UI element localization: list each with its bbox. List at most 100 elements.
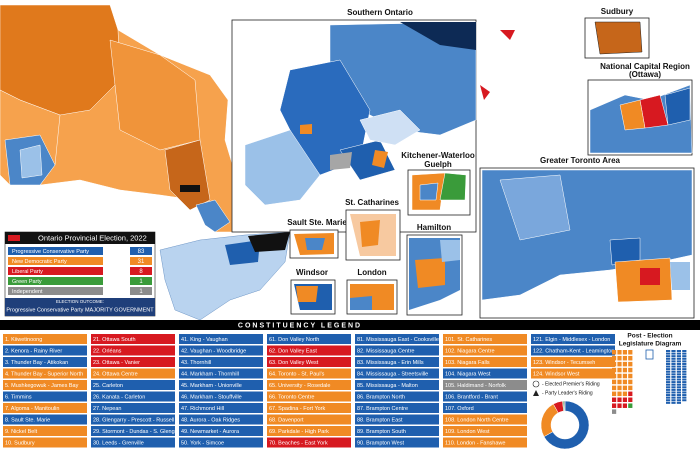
riding-row: [179, 368, 263, 379]
riding-row: [179, 357, 263, 367]
seat: [622, 391, 627, 397]
riding-name: 124. Windsor West: [533, 371, 580, 377]
riding-row: [355, 334, 439, 344]
seat: [612, 373, 617, 379]
seat: [666, 396, 671, 399]
seat: [682, 399, 687, 402]
riding-name: 82. Mississauga Centre: [357, 348, 414, 354]
riding-row: [3, 380, 87, 390]
inset-title: London: [357, 268, 386, 277]
seat: [676, 391, 681, 394]
riding-name: 22. Orléans: [93, 348, 122, 354]
riding-name: 69. Parkdale - High Park: [269, 429, 329, 435]
riding-name: 108. London North Centre: [445, 417, 509, 423]
riding-row: [355, 414, 439, 425]
riding-name: 121. Elgin - Middlesex - London: [533, 337, 610, 343]
riding-name: 23. Ottawa - Vanier: [93, 360, 140, 366]
diagram-subtitle: Legislature Diagram: [619, 341, 682, 348]
premier-riding: - Elected Premier's Riding: [542, 381, 600, 387]
seat: [676, 365, 681, 368]
riding-row: [179, 437, 263, 448]
riding-row: [355, 380, 439, 390]
riding-name: 9. Nickel Belt: [5, 429, 38, 435]
seat: [617, 379, 622, 385]
seat: [622, 367, 627, 373]
seat: [676, 394, 681, 397]
seat: [671, 360, 676, 363]
seat: [682, 391, 687, 394]
seat: [676, 399, 681, 402]
riding-name: 29. Stormont - Dundas - S. Glengarry: [93, 429, 184, 435]
seat: [676, 375, 681, 378]
seat: [671, 394, 676, 397]
seat-donut: [540, 400, 590, 450]
party-seats: 83: [138, 249, 145, 255]
riding-name: 28. Glengarry - Prescott - Russell: [93, 417, 174, 423]
seat: [671, 373, 676, 376]
seat: [622, 397, 627, 403]
seat: [666, 365, 671, 368]
seat: [628, 403, 633, 408]
party-name: Progressive Conservative Party: [12, 249, 89, 255]
seat: [676, 381, 681, 384]
riding-row: [355, 345, 439, 356]
riding-row: [531, 357, 615, 367]
inset-title: National Capital Region: [600, 62, 690, 71]
seat: [622, 350, 627, 355]
riding-row: [91, 437, 175, 448]
seat: [617, 355, 622, 361]
riding-name: 89. Brampton South: [357, 429, 406, 435]
riding-name: 63. Don Valley West: [269, 360, 319, 366]
seat: [682, 378, 687, 381]
riding-name: 44. Markham - Thornhill: [181, 371, 239, 377]
inset-subtitle: (Ottawa): [629, 70, 661, 79]
seat-box: [130, 277, 152, 285]
seat: [682, 360, 687, 363]
seat: [612, 409, 617, 414]
party-swatch: [8, 287, 103, 295]
seat: [671, 350, 676, 352]
riding-name: 41. King - Vaughan: [181, 337, 228, 343]
seat: [617, 350, 622, 355]
riding-row: [179, 426, 263, 436]
seat: [676, 388, 681, 391]
riding-name: 87. Brampton Centre: [357, 406, 408, 412]
seat: [666, 394, 671, 397]
seat: [628, 379, 633, 385]
riding-row: [267, 426, 351, 436]
seat: [676, 401, 681, 404]
seat: [671, 362, 676, 365]
seat: [671, 399, 676, 402]
riding-name: 2. Kenora - Rainy River: [5, 348, 62, 354]
riding-name: 103. Niagara Falls: [445, 360, 490, 366]
riding-name: 27. Nepean: [93, 406, 121, 412]
seat: [612, 350, 617, 355]
seat: [666, 352, 671, 355]
party-seats: 31: [138, 259, 145, 265]
seat: [676, 373, 681, 376]
seat: [682, 357, 687, 360]
seat: [676, 357, 681, 360]
speaker-chair: [645, 349, 654, 360]
seat: [671, 391, 676, 394]
riding-name: 8. Sault Ste. Marie: [5, 417, 50, 423]
riding-name: 109. London West: [445, 429, 490, 435]
seat: [628, 397, 633, 403]
riding-row: [91, 368, 175, 379]
seat: [612, 355, 617, 361]
riding-row: [267, 334, 351, 344]
riding-name: 83. Mississauga - Erin Mills: [357, 360, 424, 366]
party-name: New Democratic Party: [12, 259, 67, 265]
riding-name: 65. University - Rosedale: [269, 383, 330, 389]
seat: [628, 355, 633, 361]
party-swatch: [8, 257, 103, 265]
kitchener-inset: Kitchener-Waterloo Guelph: [401, 151, 475, 216]
seat: [676, 378, 681, 381]
diagram-title: Post - Election: [627, 333, 672, 340]
inset-title: Guelph: [424, 160, 452, 169]
seat: [622, 379, 627, 385]
seat: [617, 361, 622, 367]
seat: [671, 375, 676, 378]
riding-name: 7. Algoma - Manitoulin: [5, 406, 59, 412]
